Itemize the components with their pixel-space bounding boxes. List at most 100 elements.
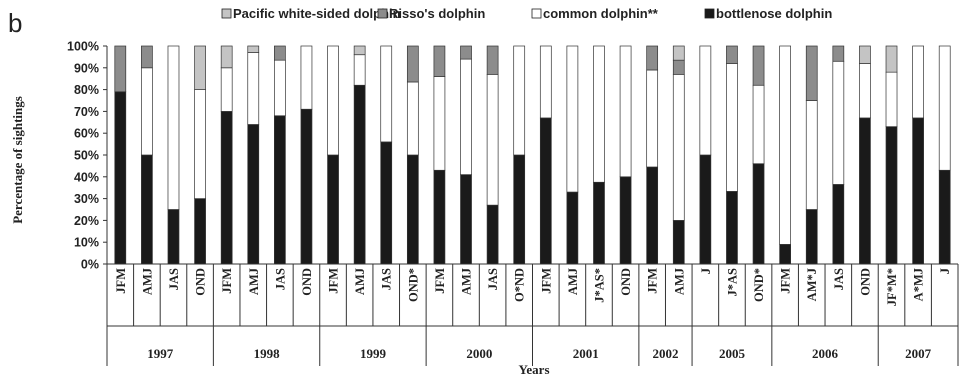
bar-segment xyxy=(593,181,605,265)
bar-segment xyxy=(672,220,685,265)
bar-segment xyxy=(726,45,738,64)
x-tick-label: JFM xyxy=(327,268,341,294)
legend-swatch xyxy=(221,8,232,19)
year-group-label: 1997 xyxy=(147,346,174,361)
bar-segment xyxy=(141,67,153,156)
x-tick-label: JAS xyxy=(167,268,181,290)
bar-segment xyxy=(832,184,845,265)
legend-item: Pacific white-sided dolphin xyxy=(221,6,401,21)
x-tick-label: OND xyxy=(858,268,872,296)
y-tick-label: 10% xyxy=(74,236,99,250)
bar-segment xyxy=(672,59,685,75)
bar-segment xyxy=(726,191,738,265)
bar-segment xyxy=(220,45,233,69)
year-group-label: 2002 xyxy=(652,346,678,361)
bar-segment xyxy=(406,45,419,83)
y-tick-label: 70% xyxy=(74,105,99,119)
x-tick-label: A*MJ xyxy=(912,268,926,301)
x-tick-label: AMJ xyxy=(140,268,154,295)
legend-item: bottlenose dolphin xyxy=(704,6,832,21)
year-group-label: 1999 xyxy=(360,346,387,361)
legend-swatch xyxy=(531,8,542,19)
bar-segment xyxy=(752,45,765,86)
bar-segment xyxy=(353,54,366,86)
y-tick-label: 90% xyxy=(74,61,99,75)
bar-segment xyxy=(513,154,526,265)
bar-segment xyxy=(167,209,180,265)
x-tick-label: J xyxy=(938,268,952,274)
legend-label: Risso's dolphin xyxy=(389,6,485,21)
x-tick-label: O*ND xyxy=(513,268,527,302)
x-tick-label: OND* xyxy=(406,268,420,302)
x-tick-label: OND xyxy=(300,268,314,296)
x-tick-label: AMJ xyxy=(353,268,367,295)
year-group-label: 2001 xyxy=(573,346,599,361)
bar-segment xyxy=(433,45,446,77)
bar-segment xyxy=(805,209,818,265)
bar-segment xyxy=(220,111,233,265)
x-tick-label: AMJ xyxy=(566,268,580,295)
bar-segment xyxy=(433,76,446,171)
bar-segment xyxy=(247,52,260,125)
x-tick-label: JFM xyxy=(433,268,447,294)
bar-segment xyxy=(672,45,685,61)
bar-segment xyxy=(274,45,286,61)
bar-segment xyxy=(274,59,286,117)
x-tick-label: JAS xyxy=(486,268,500,290)
bar-segment xyxy=(885,126,898,265)
x-tick-label: J*AS* xyxy=(592,268,606,303)
x-tick-label: AM*J xyxy=(805,268,819,301)
bar-segment xyxy=(832,60,845,185)
bar-segment xyxy=(779,244,791,265)
bar-segment xyxy=(406,81,419,156)
bar-segment xyxy=(859,63,871,119)
legend-item: Risso's dolphin xyxy=(377,6,485,21)
x-tick-label: JFM xyxy=(220,268,234,294)
bar-segment xyxy=(566,45,579,193)
bar-segment xyxy=(646,69,659,168)
y-tick-label: 50% xyxy=(74,149,99,163)
legend-item: common dolphin** xyxy=(531,6,659,21)
x-tick-label: OND* xyxy=(752,268,766,302)
bar-segment xyxy=(274,115,286,265)
bar-segment xyxy=(247,45,260,53)
x-tick-label: J xyxy=(699,268,713,274)
bar-segment xyxy=(832,45,845,62)
bar-segment xyxy=(486,204,499,265)
x-ticks: JFM AMJ JAS OND JFM AMJ JAS OND JFM AMJ JAS OND* JFM… xyxy=(106,264,959,326)
bar-segment xyxy=(353,84,366,265)
x-tick-label: OND xyxy=(619,268,633,296)
x-tick-label: JFM xyxy=(539,268,553,294)
x-tick-label: JFM xyxy=(646,268,660,294)
y-tick-label: 0% xyxy=(81,258,99,272)
x-tick-label: JAS xyxy=(832,268,846,290)
bar-segment xyxy=(885,71,898,128)
bar-segment xyxy=(460,58,472,175)
year-groups: 1997 1998 1999 2000 2001 2002 2005 2006 2007 xyxy=(106,325,959,366)
bar-segment xyxy=(380,45,393,143)
bar-segment xyxy=(752,84,765,165)
bar-segment xyxy=(938,169,951,265)
y-axis-title: Percentage of sightings xyxy=(10,96,25,224)
legend-swatch xyxy=(704,8,715,19)
y-ticks: 0% 10% 20% 30% 40% 50% 60% 70% 80% 90% 100% xyxy=(67,40,107,272)
bar-segment xyxy=(194,89,206,199)
bar-segment xyxy=(220,67,233,112)
x-tick-label: OND xyxy=(194,268,208,296)
bar-segment xyxy=(539,45,552,119)
y-tick-label: 40% xyxy=(74,170,99,184)
bar-segment xyxy=(938,45,951,171)
bar-segment xyxy=(699,45,712,156)
x-tick-label: JAS xyxy=(380,268,394,290)
bar-segment xyxy=(619,176,632,265)
bar-segment xyxy=(327,154,339,265)
x-tick-label: AMJ xyxy=(247,268,261,295)
bar-segment xyxy=(619,45,632,178)
year-group-label: 2007 xyxy=(905,346,932,361)
legend-swatch xyxy=(377,8,388,19)
bar-segment xyxy=(141,45,153,69)
bar-segment xyxy=(726,63,738,192)
bar-segment xyxy=(247,124,260,265)
